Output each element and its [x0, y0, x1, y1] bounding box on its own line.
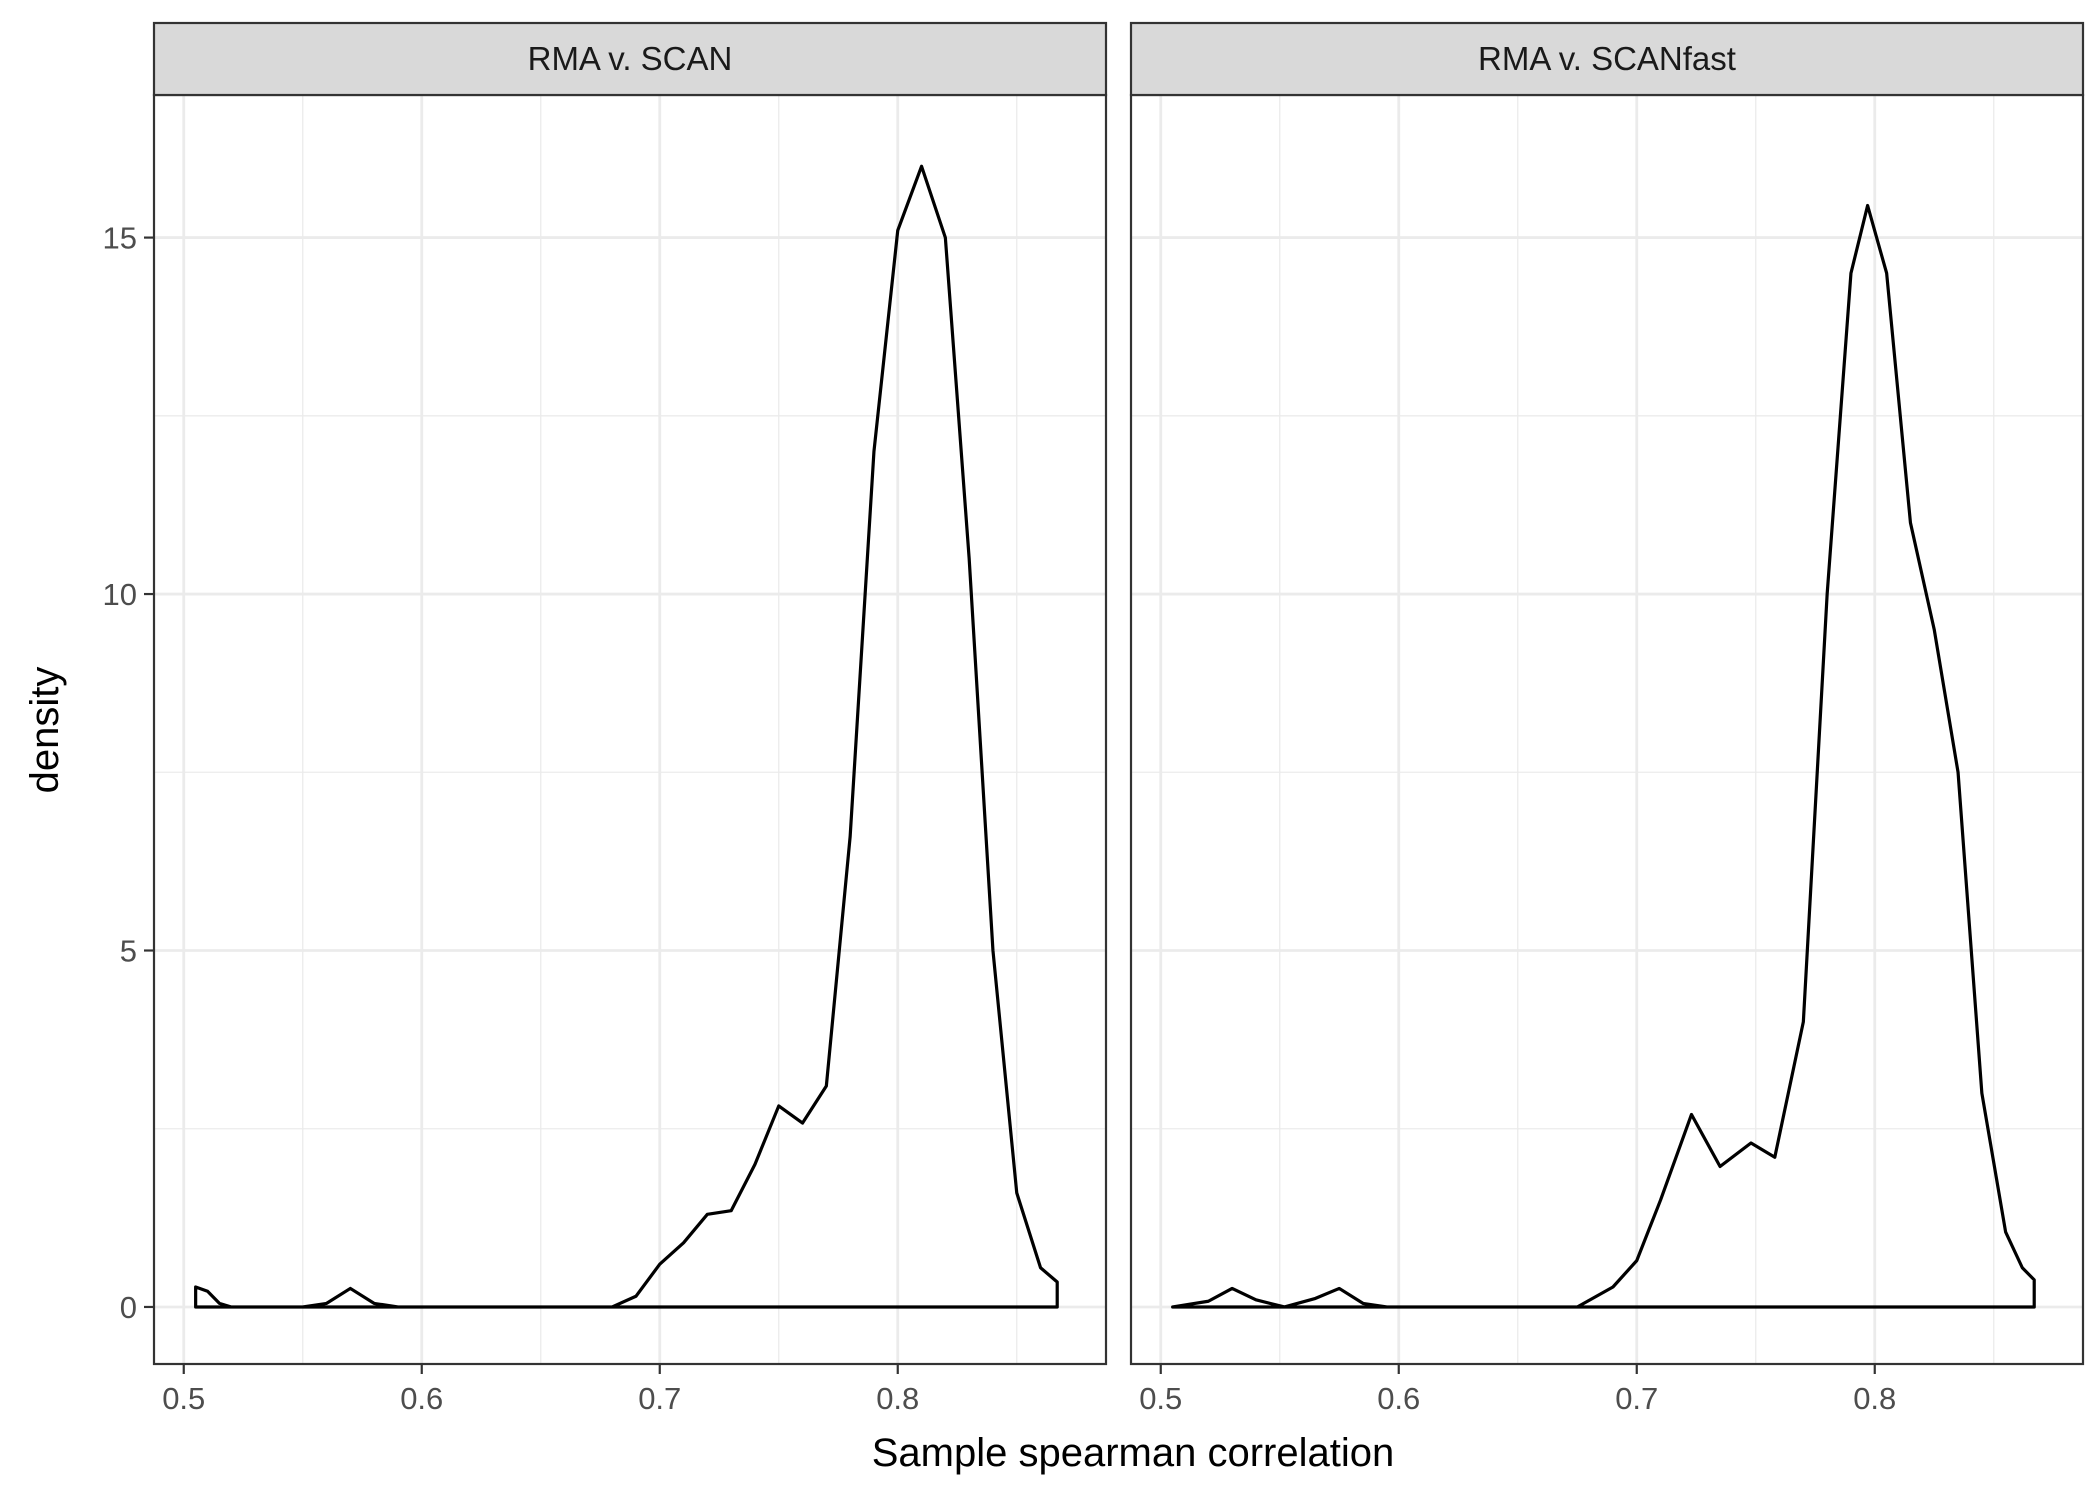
y-tick-label: 10: [103, 577, 137, 612]
x-tick-label: 0.8: [1853, 1381, 1896, 1416]
facet-strip-label: RMA v. SCAN: [528, 40, 733, 77]
density-curve: [194, 164, 1059, 1309]
facet-strip: [1129, 21, 2085, 97]
x-tick-label: 0.7: [638, 1381, 681, 1416]
panel-1: RMA v. SCAN: [152, 21, 1108, 1366]
x-axis-title: Sample spearman correlation: [872, 1431, 1394, 1475]
panel-2: RMA v. SCANfast: [1129, 21, 2085, 1366]
y-tick-label: 0: [120, 1290, 137, 1325]
x-tick-label: 0.5: [1139, 1381, 1182, 1416]
axes-layer: 0.5 0.6 0.7 0.8 0.5 0.6 0.7 0.8 0 5 10 15: [103, 221, 1897, 1416]
x-tick-label: 0.8: [876, 1381, 919, 1416]
x-tick-label: 0.5: [162, 1381, 205, 1416]
panel-background: [154, 95, 1106, 1364]
facet-strip: [152, 21, 1108, 97]
y-axis-title: density: [23, 667, 67, 794]
facet-strip-label: RMA v. SCANfast: [1478, 40, 1736, 77]
x-tick-label: 0.6: [1377, 1381, 1420, 1416]
y-tick-label: 5: [120, 934, 137, 969]
x-tick-label: 0.7: [1615, 1381, 1658, 1416]
x-tick-label: 0.6: [400, 1381, 443, 1416]
density-curve: [1171, 203, 2036, 1309]
panel-background: [1131, 95, 2083, 1364]
panels-layer: RMA v. SCAN RMA v. SCANfast: [152, 21, 2085, 1366]
y-tick-label: 15: [103, 221, 137, 256]
